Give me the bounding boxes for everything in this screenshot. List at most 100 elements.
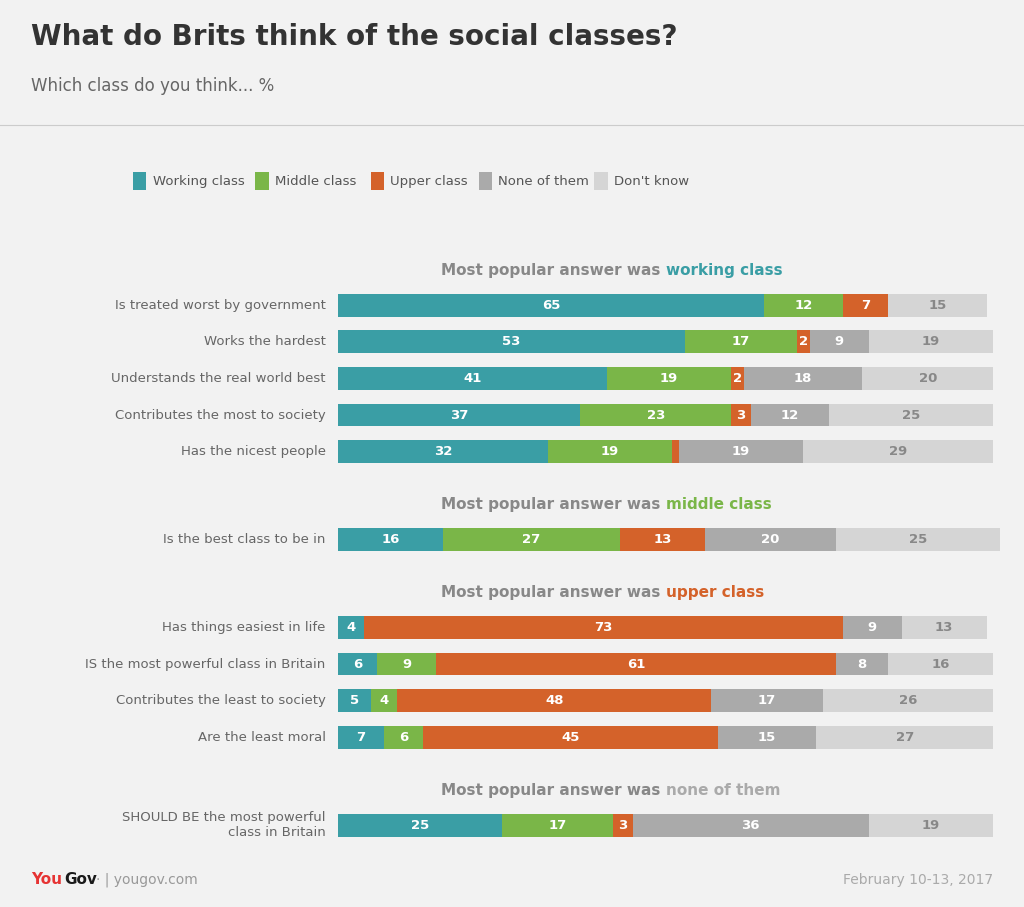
Bar — [633, 814, 868, 836]
Text: upper class: upper class — [666, 585, 764, 600]
Text: 5: 5 — [350, 694, 358, 707]
Text: middle class: middle class — [666, 497, 771, 512]
Bar — [843, 294, 889, 317]
Text: Middle class: Middle class — [274, 175, 356, 188]
Text: 3: 3 — [618, 819, 628, 832]
Text: You: You — [31, 872, 61, 887]
Bar — [889, 294, 987, 317]
Text: 13: 13 — [653, 533, 672, 546]
Bar — [751, 404, 829, 426]
Text: Working class: Working class — [153, 175, 245, 188]
Text: SHOULD BE the most powerful
class in Britain: SHOULD BE the most powerful class in Bri… — [122, 811, 326, 839]
Text: 27: 27 — [522, 533, 541, 546]
Bar — [889, 653, 993, 676]
Bar — [338, 294, 764, 317]
Bar — [338, 653, 377, 676]
Text: 12: 12 — [794, 298, 812, 312]
Text: 26: 26 — [899, 694, 918, 707]
Text: Contributes the most to society: Contributes the most to society — [115, 408, 326, 422]
Text: 15: 15 — [758, 731, 776, 744]
Bar — [442, 528, 620, 551]
Bar — [338, 814, 502, 836]
Text: 48: 48 — [545, 694, 563, 707]
Text: none of them: none of them — [666, 783, 780, 798]
Text: 19: 19 — [601, 445, 620, 458]
Text: 25: 25 — [908, 533, 927, 546]
Bar — [606, 367, 731, 390]
Bar — [836, 653, 889, 676]
Text: Has things easiest in life: Has things easiest in life — [162, 621, 326, 634]
Text: 61: 61 — [627, 658, 645, 670]
Bar — [338, 726, 384, 748]
Text: None of them: None of them — [499, 175, 590, 188]
Text: 7: 7 — [356, 731, 366, 744]
Text: 8: 8 — [857, 658, 867, 670]
Text: 9: 9 — [835, 336, 844, 348]
Bar — [816, 726, 993, 748]
Bar — [581, 404, 731, 426]
Text: Don't know: Don't know — [613, 175, 689, 188]
Bar — [744, 367, 862, 390]
Text: 4: 4 — [379, 694, 388, 707]
Text: 16: 16 — [932, 658, 950, 670]
Bar — [843, 616, 901, 639]
Text: 16: 16 — [381, 533, 399, 546]
Bar — [836, 528, 999, 551]
Text: Is treated worst by government: Is treated worst by government — [115, 298, 326, 312]
Bar — [810, 330, 868, 353]
Text: 17: 17 — [732, 336, 751, 348]
Bar — [764, 294, 843, 317]
Bar — [620, 528, 705, 551]
Text: 19: 19 — [922, 336, 940, 348]
Bar — [712, 689, 823, 712]
Bar — [679, 440, 803, 463]
Bar — [338, 616, 365, 639]
Text: 19: 19 — [659, 372, 678, 385]
Bar — [797, 330, 810, 353]
Text: Works the hardest: Works the hardest — [204, 336, 326, 348]
Text: 2: 2 — [799, 336, 808, 348]
Text: 3: 3 — [736, 408, 745, 422]
Text: Upper class: Upper class — [390, 175, 468, 188]
Text: 12: 12 — [781, 408, 800, 422]
Text: working class: working class — [666, 263, 782, 278]
Text: 17: 17 — [758, 694, 776, 707]
Text: 73: 73 — [594, 621, 612, 634]
Bar — [829, 404, 993, 426]
Bar — [823, 689, 993, 712]
Text: 13: 13 — [935, 621, 953, 634]
Text: 15: 15 — [929, 298, 947, 312]
Bar — [436, 653, 836, 676]
Text: February 10-13, 2017: February 10-13, 2017 — [843, 873, 993, 887]
Bar — [502, 814, 613, 836]
Bar — [672, 440, 679, 463]
Bar — [338, 367, 606, 390]
Text: 20: 20 — [919, 372, 937, 385]
Bar — [338, 528, 442, 551]
Text: 65: 65 — [542, 298, 560, 312]
Bar — [377, 653, 436, 676]
Text: 32: 32 — [433, 445, 452, 458]
Bar — [862, 367, 993, 390]
Text: Gov: Gov — [65, 872, 97, 887]
Bar — [718, 726, 816, 748]
Text: 25: 25 — [902, 408, 921, 422]
Text: 2: 2 — [733, 372, 742, 385]
Text: 9: 9 — [402, 658, 412, 670]
Bar — [338, 440, 548, 463]
Text: 6: 6 — [398, 731, 409, 744]
Text: Understands the real world best: Understands the real world best — [112, 372, 326, 385]
Text: 9: 9 — [867, 621, 877, 634]
Text: Are the least moral: Are the least moral — [198, 731, 326, 744]
Text: Has the nicest people: Has the nicest people — [180, 445, 326, 458]
Text: Which class do you think... %: Which class do you think... % — [31, 77, 274, 95]
Bar — [338, 404, 581, 426]
Text: 4: 4 — [346, 621, 355, 634]
Bar — [423, 726, 718, 748]
Text: 6: 6 — [353, 658, 362, 670]
Bar — [384, 726, 423, 748]
Text: Most popular answer was: Most popular answer was — [441, 585, 666, 600]
Text: · | yougov.com: · | yougov.com — [96, 873, 198, 887]
Text: Most popular answer was: Most popular answer was — [441, 783, 666, 798]
Text: Most popular answer was: Most popular answer was — [441, 497, 666, 512]
